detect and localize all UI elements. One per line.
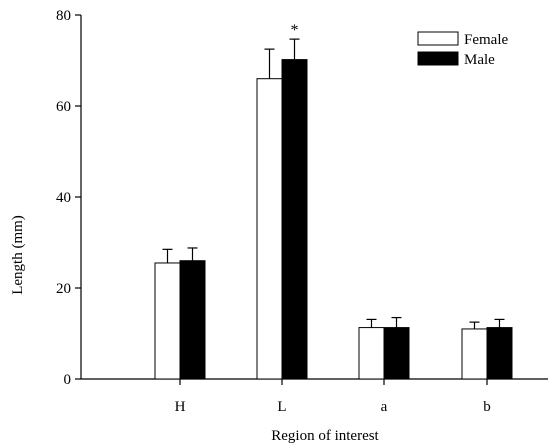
y-tick-label: 60 <box>56 99 71 115</box>
bar-male-l <box>281 59 308 380</box>
x-tick-label: L <box>277 399 286 415</box>
bar-male-h <box>179 260 206 380</box>
legend-swatch-female <box>417 31 459 46</box>
y-tick-label: 0 <box>64 372 72 388</box>
bar-female-b <box>461 328 488 380</box>
bar-female-a <box>358 327 385 380</box>
x-tick-label: H <box>175 399 186 415</box>
y-tick-label: 40 <box>56 190 71 206</box>
x-axis-label: Region of interest <box>271 428 379 444</box>
bars-layer: * <box>154 22 513 380</box>
legend-swatch-male <box>417 51 459 66</box>
x-tick-label: a <box>381 399 388 415</box>
x-tick-label: b <box>483 399 491 415</box>
bar-male-a <box>383 327 410 380</box>
y-tick-label: 20 <box>56 281 71 297</box>
bar-female-h <box>154 262 181 380</box>
y-axis-label: Length (mm) <box>10 215 26 295</box>
legend-label-female: Female <box>464 32 508 48</box>
legend-label-male: Male <box>464 52 495 68</box>
y-tick-label: 80 <box>56 8 71 24</box>
significance-marker: * <box>291 22 299 39</box>
legend: Female Male <box>417 31 508 68</box>
bar-male-b <box>486 327 513 380</box>
bar-female-l <box>256 78 283 380</box>
